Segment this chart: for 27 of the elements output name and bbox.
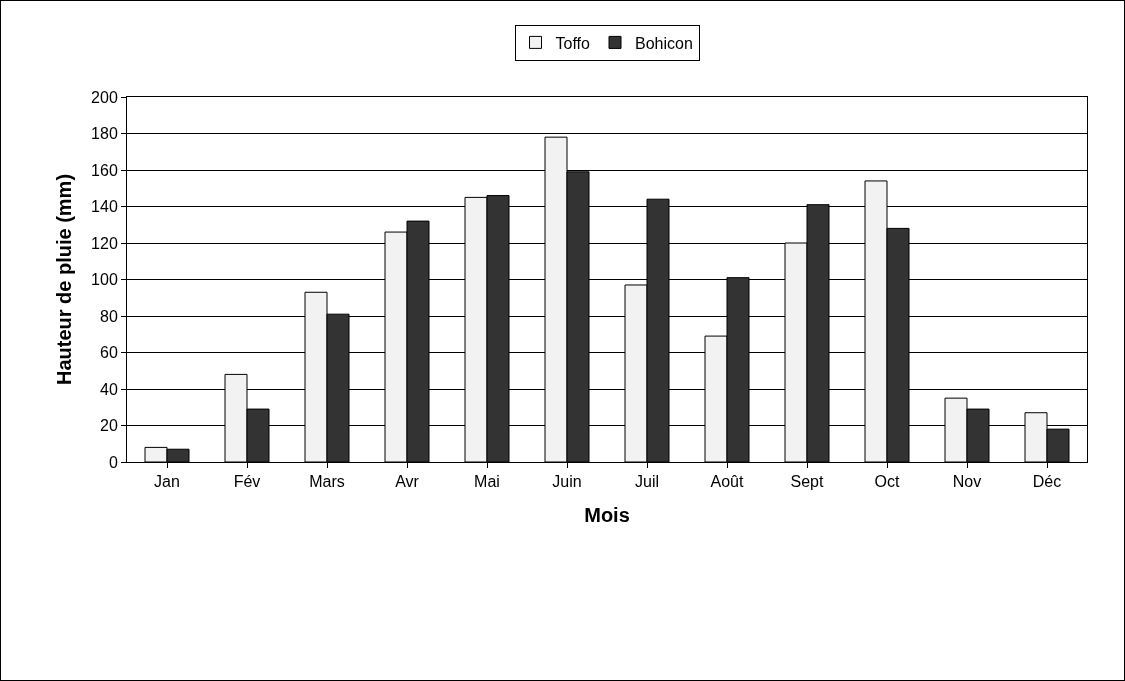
y-axis-title: Hauteur de pluie (mm)	[52, 173, 75, 386]
x-tick-label: Avr	[395, 473, 420, 491]
x-axis-title: Mois	[584, 503, 630, 526]
x-tick-label: Juil	[634, 473, 660, 491]
y-tick-label: 140	[91, 198, 118, 216]
x-tick-label: Oct	[874, 473, 900, 491]
y-tick-label: 0	[108, 453, 118, 471]
x-tick-label: Juin	[552, 473, 582, 491]
y-tick-label: 60	[100, 344, 118, 362]
y-tick-label: 80	[100, 307, 118, 325]
x-tick-label: Mai	[474, 473, 500, 491]
x-tick-label: Mars	[309, 473, 345, 491]
y-tick-label: 200	[91, 88, 118, 106]
legend-label: Bohicon	[635, 34, 693, 52]
x-tick-label: Nov	[952, 473, 982, 491]
x-tick-label: Fév	[233, 473, 261, 491]
legend-label: Toffo	[555, 34, 590, 52]
y-tick-label: 100	[91, 271, 118, 289]
y-tick-label: 20	[100, 417, 118, 435]
y-tick-label: 180	[91, 125, 118, 143]
x-tick-label: Jan	[154, 473, 180, 491]
y-tick-label: 40	[100, 380, 118, 398]
x-tick-label: Août	[710, 473, 745, 491]
y-tick-label: 160	[91, 161, 118, 179]
y-tick-label: 120	[91, 234, 118, 252]
x-tick-label: Sept	[790, 473, 825, 491]
x-tick-label: Déc	[1032, 473, 1062, 491]
